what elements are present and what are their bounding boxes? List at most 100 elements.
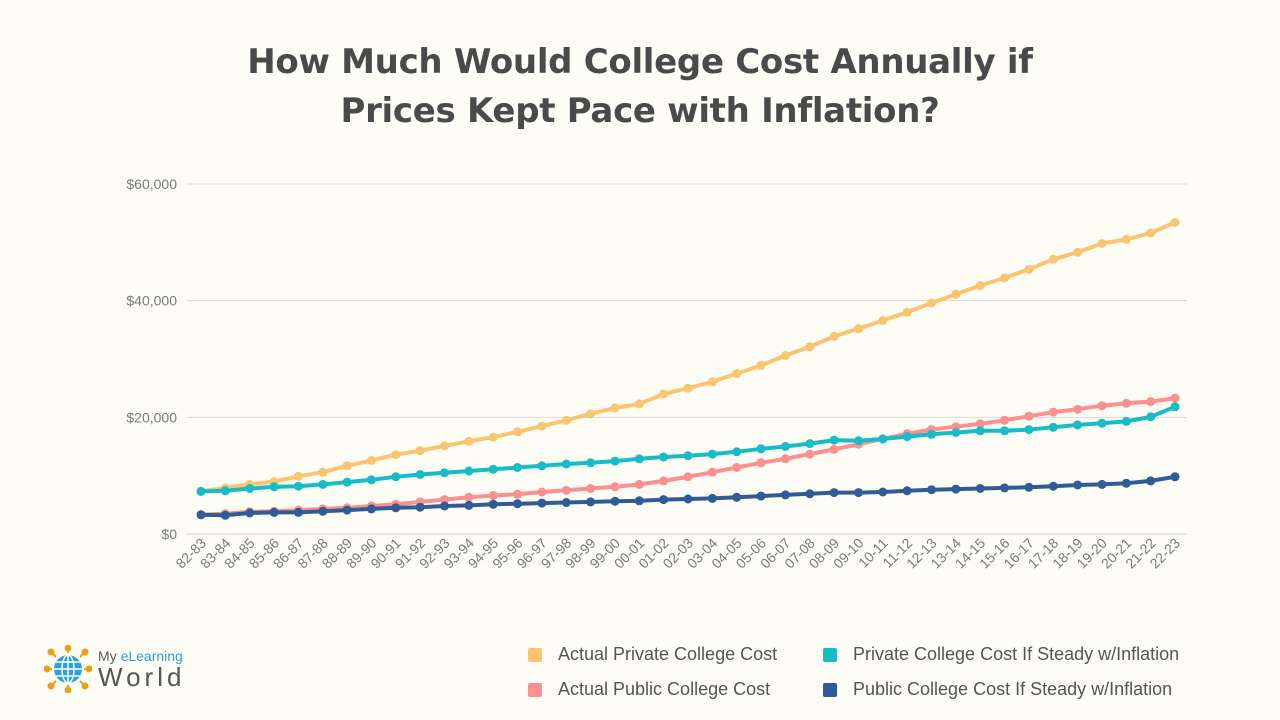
data-point-private-inflation (488, 464, 498, 474)
data-point-private-inflation (610, 456, 620, 466)
data-point-public-inflation (196, 510, 206, 520)
data-point-private-inflation (269, 482, 279, 492)
my-elearning-world-logo: My eLearning World (43, 644, 214, 695)
legend-item: Public College Cost If Steady w/Inflatio… (823, 679, 1172, 700)
data-point-public-inflation (537, 498, 547, 508)
data-point-private-inflation (561, 459, 571, 469)
legend-label: Public College Cost If Steady w/Inflatio… (853, 679, 1173, 699)
data-point-public-actual (464, 492, 474, 502)
data-point-public-actual (1146, 397, 1156, 407)
data-point-public-actual (707, 467, 717, 477)
legend-label: Private College Cost If Steady w/Inflati… (853, 644, 1180, 664)
data-point-private-actual (318, 467, 328, 477)
data-point-public-inflation (927, 485, 936, 495)
data-point-private-actual (1146, 228, 1156, 238)
data-point-private-inflation (415, 470, 425, 479)
data-point-private-inflation (1000, 426, 1009, 436)
data-point-private-inflation (854, 436, 863, 446)
data-point-public-actual (1073, 404, 1083, 414)
chart-title: How Much Would College Cost Annually if … (0, 38, 1280, 136)
logo-text-elearning: eLearning (120, 648, 183, 664)
data-point-private-inflation (634, 454, 644, 464)
data-point-private-actual (975, 281, 985, 290)
data-point-public-inflation (440, 501, 449, 511)
data-point-private-inflation (196, 486, 206, 496)
data-point-public-inflation (561, 498, 571, 507)
data-point-public-inflation (391, 503, 401, 513)
data-point-public-inflation (293, 507, 303, 517)
data-point-public-actual (440, 495, 449, 505)
data-point-public-inflation (805, 489, 815, 499)
data-point-private-actual (488, 432, 498, 442)
logo-text-top: My eLearning (98, 648, 183, 664)
y-tick-label: $40,000 (126, 293, 177, 309)
data-point-private-inflation (464, 466, 474, 476)
data-point-public-inflation (586, 497, 596, 507)
legend-item: Actual Public College Cost (528, 679, 770, 700)
data-point-private-actual (1024, 264, 1034, 274)
data-point-private-inflation (927, 429, 936, 439)
data-point-public-actual (659, 476, 669, 486)
data-point-private-inflation (1121, 416, 1131, 426)
data-point-private-actual (659, 389, 669, 399)
data-point-public-inflation (634, 496, 644, 506)
data-point-private-inflation (951, 428, 961, 437)
data-point-public-inflation (732, 492, 742, 502)
data-point-private-actual (1000, 273, 1009, 283)
data-point-private-actual (586, 409, 596, 419)
data-point-public-inflation (975, 484, 985, 493)
data-point-public-actual (561, 485, 571, 495)
logo-text-my: My (98, 648, 121, 664)
y-tick-label: $0 (161, 526, 177, 542)
data-point-private-inflation (1048, 422, 1058, 432)
data-point-public-inflation (1121, 478, 1131, 488)
legend-swatch (528, 682, 542, 697)
data-point-private-actual (829, 331, 839, 341)
data-point-private-actual (1073, 247, 1083, 257)
data-point-private-inflation (440, 468, 449, 478)
data-point-private-inflation (537, 461, 547, 471)
data-point-public-inflation (415, 502, 425, 512)
chart-legend: Actual Private College Cost Private Colle… (528, 644, 1228, 710)
data-point-public-inflation (756, 491, 766, 501)
chart-title-line-1: How Much Would College Cost Annually if (247, 42, 1033, 82)
data-point-public-inflation (951, 484, 961, 494)
data-point-public-actual (634, 479, 644, 489)
data-point-private-actual (1048, 254, 1058, 264)
data-point-public-inflation (1000, 483, 1009, 493)
data-point-private-inflation (732, 447, 742, 457)
data-point-public-inflation (683, 494, 693, 504)
data-point-public-inflation (245, 508, 255, 518)
data-point-private-inflation (878, 434, 888, 444)
data-point-private-actual (1121, 234, 1131, 244)
legend-item: Private College Cost If Steady w/Inflati… (823, 644, 1179, 665)
data-point-private-inflation (829, 435, 839, 445)
data-point-public-actual (780, 454, 790, 464)
data-point-private-actual (780, 351, 790, 360)
data-point-private-inflation (391, 472, 401, 482)
legend-item: Actual Private College Cost (528, 644, 777, 665)
data-point-public-actual (1024, 411, 1034, 421)
data-point-private-actual (902, 307, 912, 317)
data-point-public-inflation (610, 496, 620, 506)
data-point-private-actual (391, 450, 401, 460)
data-point-private-inflation (780, 442, 790, 451)
data-point-private-inflation (1073, 420, 1083, 430)
data-point-public-actual (513, 489, 522, 499)
data-point-private-actual (805, 342, 815, 352)
data-point-public-inflation (1097, 479, 1107, 489)
data-point-private-inflation (1097, 418, 1107, 428)
data-point-public-actual (756, 458, 766, 468)
data-point-public-inflation (878, 487, 888, 497)
data-point-public-inflation (780, 490, 790, 500)
legend-swatch (528, 647, 542, 662)
data-point-public-inflation (1048, 481, 1058, 491)
data-point-private-inflation (366, 475, 376, 485)
data-point-private-actual (756, 360, 766, 370)
data-point-public-inflation (854, 488, 863, 498)
data-point-private-inflation (756, 444, 766, 454)
data-point-private-actual (634, 399, 644, 409)
data-point-private-actual (878, 316, 888, 325)
data-point-private-actual (440, 441, 449, 451)
data-point-private-actual (513, 427, 522, 437)
